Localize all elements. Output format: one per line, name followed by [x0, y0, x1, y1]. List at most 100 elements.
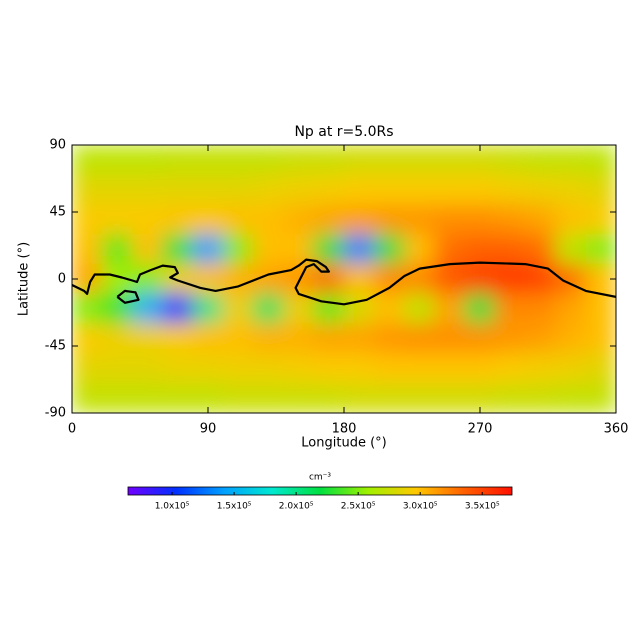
heatmap-cell — [434, 293, 466, 325]
heatmap-cell — [162, 204, 194, 235]
heatmap-cell — [434, 233, 466, 265]
heatmap-cell — [464, 293, 496, 325]
heatmap-cell — [464, 174, 496, 206]
heatmap-cell — [403, 145, 436, 176]
heatmap-cell — [524, 204, 557, 235]
heatmap-cell — [252, 174, 285, 206]
heatmap-cell — [131, 174, 164, 206]
heatmap-cell — [252, 382, 285, 413]
heatmap-cell — [555, 323, 587, 354]
heatmap-cell — [555, 382, 587, 413]
heatmap-cell — [222, 293, 254, 325]
heatmap-cell — [373, 382, 405, 413]
heatmap-cell — [343, 204, 375, 235]
heatmap-cell — [403, 293, 436, 325]
heatmap-cell — [252, 323, 285, 354]
heatmap-cell — [162, 352, 194, 384]
heatmap-cell — [343, 174, 375, 206]
heatmap-cell — [162, 233, 194, 265]
heatmap-cell — [222, 382, 254, 413]
heatmap-cell — [585, 174, 616, 206]
colorbar-label: cm⁻³ — [309, 473, 331, 483]
heatmap-cell — [494, 204, 526, 235]
y-tick-label: 90 — [49, 138, 66, 153]
heatmap-cell — [101, 323, 133, 354]
chart-title: Np at r=5.0Rs — [294, 124, 393, 140]
colorbar-tick-label: 1.0x10⁵ — [155, 502, 190, 512]
heatmap-cell — [192, 174, 224, 206]
heatmap-cell — [162, 263, 194, 295]
heatmap-cell — [192, 352, 224, 384]
contour-line — [72, 258, 616, 306]
heatmap-cell — [131, 233, 164, 265]
heatmap-cell — [162, 323, 194, 354]
heatmap-cell — [403, 323, 436, 354]
heatmap-cell — [72, 145, 103, 176]
heatmap-cell — [373, 145, 405, 176]
heatmap-cell — [555, 204, 587, 235]
heatmap-cell — [222, 174, 254, 206]
heatmap-cell — [434, 352, 466, 384]
heatmap-cell — [464, 204, 496, 235]
heatmap-cell — [555, 174, 587, 206]
heatmap-cell — [524, 263, 557, 295]
heatmap-cell — [494, 293, 526, 325]
x-tick-label: 90 — [200, 422, 217, 437]
heatmap-cell — [222, 233, 254, 265]
heatmap-cell — [585, 382, 616, 413]
heatmap-cell — [494, 323, 526, 354]
heatmap-cell — [192, 323, 224, 354]
heatmap-cell — [101, 204, 133, 235]
x-tick-label: 270 — [468, 422, 493, 437]
x-tick-label: 180 — [332, 422, 357, 437]
heatmap-cell — [343, 382, 375, 413]
heatmap-cell — [494, 352, 526, 384]
heatmap-cell — [101, 293, 133, 325]
heatmap-cell — [313, 352, 345, 384]
heatmap-cell — [373, 352, 405, 384]
heatmap-cell — [555, 233, 587, 265]
heatmap-cell — [222, 204, 254, 235]
heatmap — [72, 145, 616, 413]
colorbar-tick-label: 1.5x10⁵ — [217, 502, 252, 512]
x-tick-label: 360 — [604, 422, 629, 437]
heatmap-cell — [464, 323, 496, 354]
heatmap-cell — [343, 323, 375, 354]
x-tick-label: 0 — [68, 422, 76, 437]
heatmap-cell — [313, 233, 345, 265]
heatmap-cell — [252, 204, 285, 235]
heatmap-cell — [494, 382, 526, 413]
heatmap-cell — [131, 204, 164, 235]
heatmap-cell — [585, 233, 616, 265]
heatmap-cell — [313, 204, 345, 235]
heatmap-cell — [283, 263, 315, 295]
heatmap-cell — [555, 352, 587, 384]
heatmap-cell — [343, 263, 375, 295]
heatmap-cell — [222, 145, 254, 176]
heatmap-cell — [494, 263, 526, 295]
heatmap-cell — [494, 233, 526, 265]
heatmap-cell — [283, 323, 315, 354]
colorbar — [127, 486, 513, 496]
heatmap-cell — [434, 323, 466, 354]
heatmap-cell — [343, 352, 375, 384]
heatmap-cell — [252, 293, 285, 325]
heatmap-cell — [283, 293, 315, 325]
heatmap-cell — [101, 352, 133, 384]
heatmap-cell — [131, 352, 164, 384]
heatmap-cell — [464, 263, 496, 295]
heatmap-cell — [252, 352, 285, 384]
heatmap-cell — [373, 323, 405, 354]
heatmap-cell — [403, 204, 436, 235]
heatmap-cell — [192, 204, 224, 235]
heatmap-cell — [101, 174, 133, 206]
heatmap-cell — [555, 293, 587, 325]
heatmap-cell — [343, 145, 375, 176]
y-tick-label: -90 — [45, 406, 66, 421]
heatmap-cell — [464, 233, 496, 265]
heatmap-cell — [283, 204, 315, 235]
heatmap-cell — [403, 233, 436, 265]
heatmap-cell — [192, 293, 224, 325]
